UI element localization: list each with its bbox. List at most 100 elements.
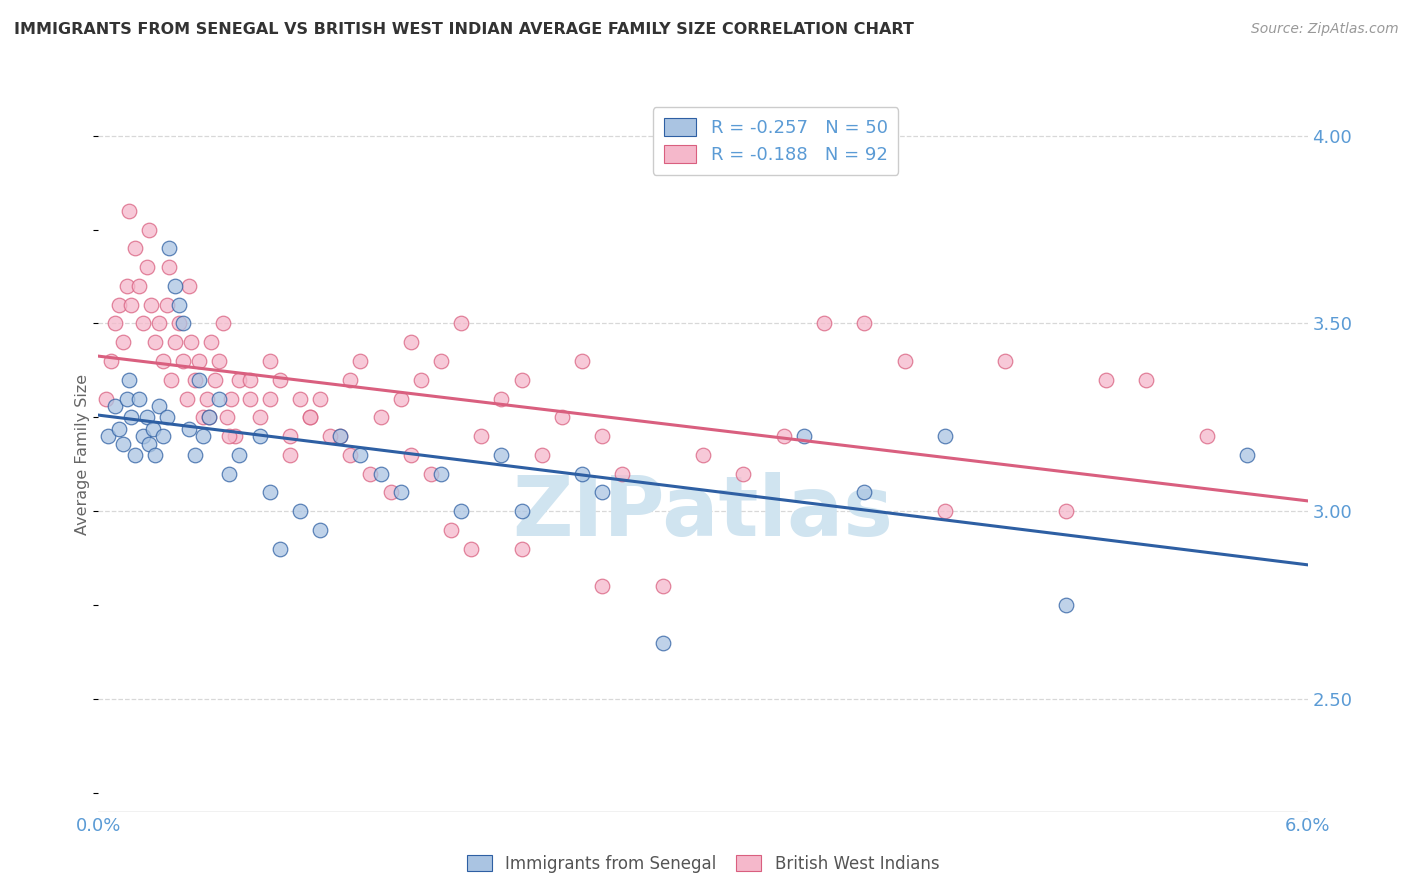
Point: [591, 579, 613, 593]
Point: [370, 467, 392, 481]
Point: [172, 317, 194, 331]
Point: [218, 467, 240, 481]
Point: [224, 429, 246, 443]
Point: [1195, 429, 1218, 443]
Point: [152, 354, 174, 368]
Point: [934, 429, 956, 443]
Point: [339, 373, 361, 387]
Point: [460, 541, 482, 556]
Point: [167, 298, 190, 312]
Point: [200, 335, 222, 350]
Point: [530, 448, 553, 462]
Point: [157, 260, 180, 274]
Point: [107, 422, 129, 436]
Point: [309, 392, 332, 406]
Point: [204, 373, 226, 387]
Point: [692, 448, 714, 462]
Point: [249, 410, 271, 425]
Point: [193, 410, 215, 425]
Point: [259, 485, 281, 500]
Point: [208, 354, 231, 368]
Point: [217, 410, 239, 425]
Point: [97, 429, 120, 443]
Point: [188, 373, 211, 387]
Point: [100, 354, 122, 368]
Point: [184, 373, 207, 387]
Point: [278, 448, 301, 462]
Point: [180, 335, 202, 350]
Point: [128, 392, 150, 406]
Point: [370, 410, 392, 425]
Legend: R = -0.257   N = 50, R = -0.188   N = 92: R = -0.257 N = 50, R = -0.188 N = 92: [652, 107, 898, 175]
Point: [139, 298, 162, 312]
Point: [278, 429, 301, 443]
Point: [115, 392, 138, 406]
Point: [510, 541, 533, 556]
Point: [571, 467, 593, 481]
Point: [551, 410, 574, 425]
Point: [163, 279, 186, 293]
Point: [198, 410, 221, 425]
Point: [228, 448, 250, 462]
Point: [118, 373, 141, 387]
Point: [132, 429, 155, 443]
Point: [239, 373, 262, 387]
Point: [111, 335, 134, 350]
Point: [103, 399, 125, 413]
Point: [193, 429, 215, 443]
Point: [299, 410, 322, 425]
Point: [1135, 373, 1157, 387]
Point: [157, 241, 180, 255]
Point: [156, 410, 179, 425]
Point: [651, 636, 673, 650]
Point: [179, 279, 201, 293]
Point: [853, 317, 876, 331]
Point: [135, 410, 157, 425]
Point: [349, 354, 371, 368]
Point: [249, 429, 271, 443]
Point: [1054, 598, 1077, 612]
Point: [510, 373, 533, 387]
Point: [269, 541, 291, 556]
Point: [288, 504, 311, 518]
Point: [118, 203, 141, 218]
Point: [148, 317, 170, 331]
Point: [793, 429, 815, 443]
Text: ZIPatlas: ZIPatlas: [513, 472, 893, 552]
Point: [128, 279, 150, 293]
Point: [450, 504, 472, 518]
Point: [132, 317, 155, 331]
Point: [430, 467, 453, 481]
Point: [389, 392, 412, 406]
Point: [934, 504, 956, 518]
Point: [179, 422, 201, 436]
Point: [994, 354, 1017, 368]
Point: [120, 298, 142, 312]
Point: [491, 392, 513, 406]
Text: IMMIGRANTS FROM SENEGAL VS BRITISH WEST INDIAN AVERAGE FAMILY SIZE CORRELATION C: IMMIGRANTS FROM SENEGAL VS BRITISH WEST …: [14, 22, 914, 37]
Point: [893, 354, 915, 368]
Point: [143, 448, 166, 462]
Point: [360, 467, 382, 481]
Point: [152, 429, 174, 443]
Point: [96, 392, 118, 406]
Legend: Immigrants from Senegal, British West Indians: Immigrants from Senegal, British West In…: [460, 848, 946, 880]
Point: [339, 448, 361, 462]
Point: [208, 392, 231, 406]
Text: Source: ZipAtlas.com: Source: ZipAtlas.com: [1251, 22, 1399, 37]
Point: [319, 429, 342, 443]
Point: [172, 354, 194, 368]
Point: [138, 222, 160, 236]
Point: [107, 298, 129, 312]
Point: [135, 260, 157, 274]
Point: [138, 436, 160, 450]
Point: [420, 467, 443, 481]
Point: [380, 485, 402, 500]
Point: [651, 579, 673, 593]
Point: [853, 485, 876, 500]
Point: [309, 523, 332, 537]
Y-axis label: Average Family Size: Average Family Size: [75, 375, 90, 535]
Point: [1054, 504, 1077, 518]
Point: [591, 485, 613, 500]
Point: [156, 298, 179, 312]
